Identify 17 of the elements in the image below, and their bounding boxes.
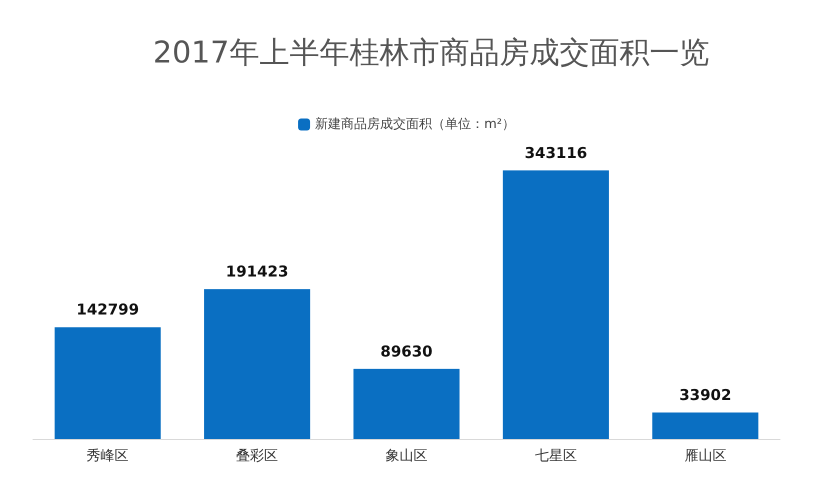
x-tick-label: 雁山区 xyxy=(684,448,726,464)
bar xyxy=(204,289,310,439)
bar xyxy=(54,327,161,439)
bar xyxy=(353,368,460,439)
data-label: 89630 xyxy=(380,342,433,360)
data-label: 191423 xyxy=(226,262,288,281)
x-tick-label: 叠彩区 xyxy=(236,448,278,464)
bar xyxy=(652,412,758,439)
x-tick-label: 七星区 xyxy=(534,448,577,464)
data-label: 33902 xyxy=(679,386,732,404)
chart-title: 2017年上半年桂林市商品房成交面积一览 xyxy=(153,36,710,70)
data-label: 142799 xyxy=(76,300,140,319)
x-tick-label: 秀峰区 xyxy=(86,448,129,464)
bar xyxy=(502,170,609,439)
legend-label: 新建商品房成交面积（单位：m²） xyxy=(315,116,515,132)
x-tick-label: 象山区 xyxy=(386,448,428,464)
data-label: 343116 xyxy=(524,144,588,162)
